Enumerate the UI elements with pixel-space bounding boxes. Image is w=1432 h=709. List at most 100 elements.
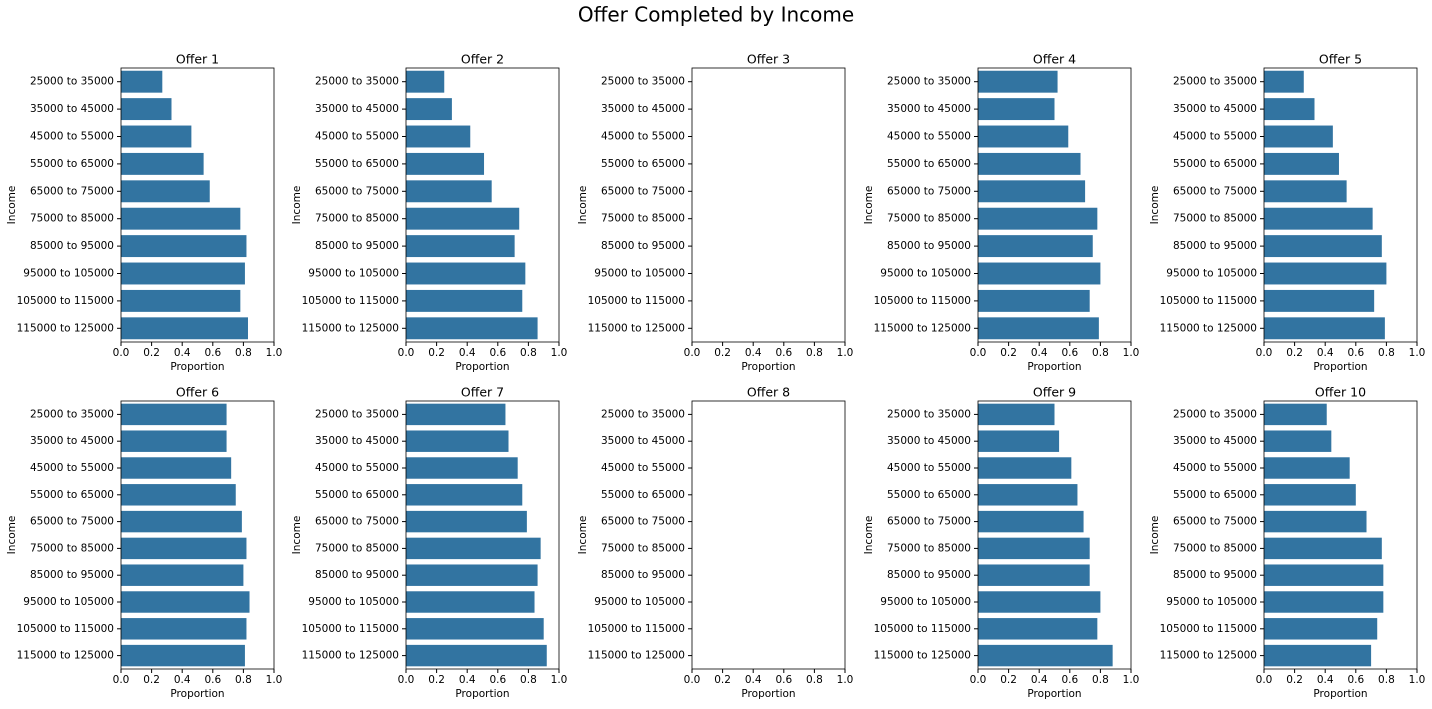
y-tick-label: 35000 to 45000 bbox=[315, 435, 399, 447]
y-tick-label: 65000 to 75000 bbox=[1173, 516, 1257, 528]
bar bbox=[978, 289, 1090, 312]
axes-frame bbox=[691, 67, 846, 343]
bar bbox=[1264, 644, 1372, 667]
y-tick-label: 45000 to 55000 bbox=[1173, 462, 1257, 474]
bar bbox=[978, 235, 1093, 258]
x-tick-label: 1.0 bbox=[837, 674, 854, 686]
y-tick-label: 45000 to 55000 bbox=[30, 131, 114, 143]
bar bbox=[1264, 510, 1367, 533]
x-tick-label: 0.2 bbox=[1286, 347, 1303, 359]
y-axis-label: Income bbox=[1149, 186, 1161, 225]
x-tick-label: 0.2 bbox=[714, 347, 731, 359]
bar bbox=[406, 152, 485, 175]
y-tick-label: 35000 to 45000 bbox=[315, 103, 399, 115]
y-tick-label: 45000 to 55000 bbox=[315, 131, 399, 143]
y-tick-label: 55000 to 65000 bbox=[887, 489, 971, 501]
x-tick-label: 0.6 bbox=[204, 674, 221, 686]
x-tick-label: 0.2 bbox=[714, 674, 731, 686]
y-tick-label: 65000 to 75000 bbox=[30, 185, 114, 197]
x-axis-label: Proportion bbox=[170, 361, 224, 373]
x-tick-label: 1.0 bbox=[266, 674, 283, 686]
bar bbox=[121, 403, 227, 426]
y-tick-label: 55000 to 65000 bbox=[315, 158, 399, 170]
bar bbox=[406, 644, 547, 667]
bar bbox=[406, 207, 520, 230]
bar bbox=[1264, 207, 1373, 230]
y-tick-label: 45000 to 55000 bbox=[887, 131, 971, 143]
bar bbox=[406, 180, 492, 203]
y-tick-label: 35000 to 45000 bbox=[601, 103, 685, 115]
bar bbox=[978, 403, 1055, 426]
y-tick-label: 95000 to 105000 bbox=[594, 268, 685, 280]
x-tick-label: 1.0 bbox=[1123, 674, 1140, 686]
y-tick-label: 85000 to 95000 bbox=[315, 569, 399, 581]
y-tick-label: 105000 to 115000 bbox=[874, 295, 971, 307]
y-tick-label: 85000 to 95000 bbox=[315, 240, 399, 252]
bar bbox=[1264, 289, 1375, 312]
axes-frame bbox=[120, 67, 275, 343]
bar bbox=[406, 70, 445, 93]
bar bbox=[121, 289, 241, 312]
bar bbox=[406, 125, 471, 148]
y-tick-label: 65000 to 75000 bbox=[601, 185, 685, 197]
y-tick-label: 35000 to 45000 bbox=[1173, 435, 1257, 447]
bar bbox=[406, 457, 518, 479]
x-tick-label: 0.8 bbox=[1092, 347, 1109, 359]
bar bbox=[1264, 125, 1333, 148]
bar bbox=[121, 457, 232, 479]
x-tick-label: 0.8 bbox=[1378, 674, 1395, 686]
x-tick-label: 0.4 bbox=[1031, 674, 1048, 686]
bar bbox=[406, 235, 515, 258]
bar bbox=[406, 510, 527, 533]
axes-frame bbox=[1263, 400, 1418, 670]
bar bbox=[121, 70, 163, 93]
y-tick-label: 55000 to 65000 bbox=[601, 489, 685, 501]
y-tick-label: 75000 to 85000 bbox=[1173, 542, 1257, 554]
bar bbox=[406, 564, 538, 586]
y-tick-label: 105000 to 115000 bbox=[1160, 623, 1257, 635]
x-tick-label: 0.4 bbox=[1031, 347, 1048, 359]
y-tick-label: 65000 to 75000 bbox=[1173, 185, 1257, 197]
y-tick-label: 55000 to 65000 bbox=[601, 158, 685, 170]
subplot-title: Offer 6 bbox=[176, 385, 219, 400]
y-tick-label: 85000 to 95000 bbox=[887, 240, 971, 252]
x-axis-label: Proportion bbox=[1027, 688, 1081, 700]
y-tick-label: 95000 to 105000 bbox=[880, 596, 971, 608]
y-tick-label: 55000 to 65000 bbox=[887, 158, 971, 170]
x-tick-label: 0.4 bbox=[745, 674, 762, 686]
y-tick-label: 65000 to 75000 bbox=[315, 185, 399, 197]
bar bbox=[121, 207, 241, 230]
bar bbox=[978, 618, 1098, 640]
x-tick-label: 0.0 bbox=[398, 347, 415, 359]
y-tick-label: 75000 to 85000 bbox=[601, 542, 685, 554]
bar bbox=[978, 98, 1055, 121]
x-tick-label: 0.8 bbox=[1092, 674, 1109, 686]
x-tick-label: 1.0 bbox=[551, 347, 568, 359]
y-tick-label: 85000 to 95000 bbox=[601, 569, 685, 581]
y-tick-label: 75000 to 85000 bbox=[30, 213, 114, 225]
x-tick-label: 0.6 bbox=[489, 347, 506, 359]
y-tick-label: 65000 to 75000 bbox=[601, 516, 685, 528]
y-tick-label: 75000 to 85000 bbox=[601, 213, 685, 225]
bar bbox=[1264, 152, 1339, 175]
y-tick-label: 85000 to 95000 bbox=[1173, 240, 1257, 252]
y-tick-label: 55000 to 65000 bbox=[30, 489, 114, 501]
bar bbox=[1264, 591, 1384, 613]
y-tick-label: 85000 to 95000 bbox=[601, 240, 685, 252]
y-axis-label: Income bbox=[6, 516, 18, 555]
x-axis-label: Proportion bbox=[1313, 361, 1367, 373]
y-tick-label: 85000 to 95000 bbox=[1173, 569, 1257, 581]
subplot-title: Offer 3 bbox=[747, 52, 790, 67]
x-tick-label: 0.2 bbox=[428, 674, 445, 686]
y-tick-label: 35000 to 45000 bbox=[30, 435, 114, 447]
x-tick-label: 0.4 bbox=[1317, 674, 1334, 686]
y-tick-label: 115000 to 125000 bbox=[17, 650, 114, 662]
bar bbox=[1264, 262, 1387, 285]
bar bbox=[121, 537, 247, 560]
bar bbox=[406, 289, 523, 312]
bar bbox=[121, 317, 248, 340]
x-tick-label: 1.0 bbox=[1409, 674, 1426, 686]
y-tick-label: 65000 to 75000 bbox=[30, 516, 114, 528]
x-tick-label: 0.0 bbox=[970, 347, 987, 359]
